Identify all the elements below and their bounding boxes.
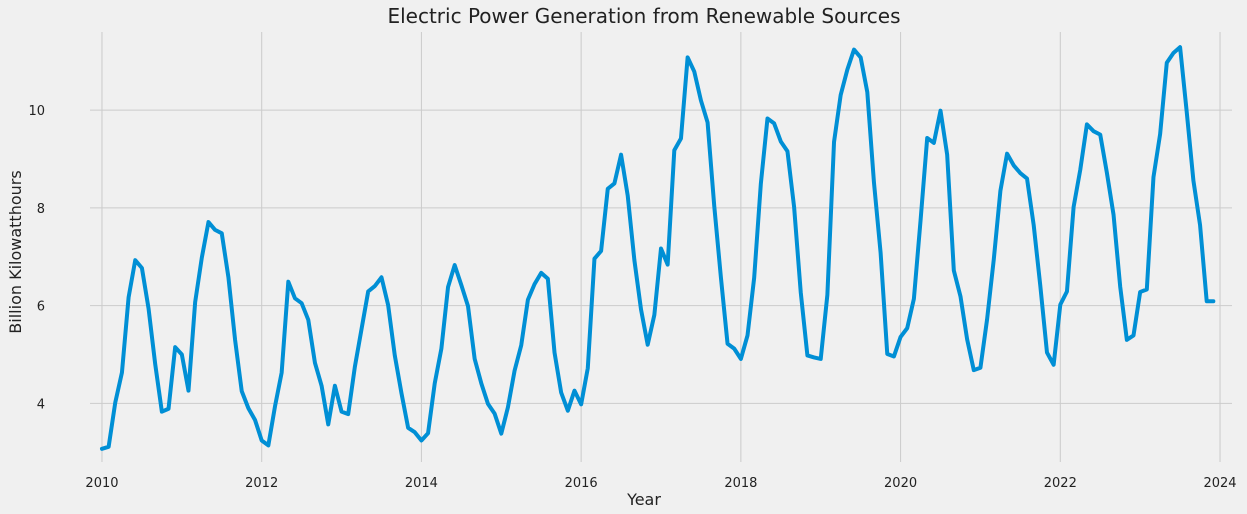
x-tick-label: 2012 <box>245 476 278 491</box>
chart-title: Electric Power Generation from Renewable… <box>387 4 900 28</box>
y-axis-ticks: 4 6 8 10 <box>28 104 45 412</box>
x-axis-label: Year <box>626 490 661 509</box>
x-tick-label: 2018 <box>724 476 757 491</box>
y-tick-label: 8 <box>37 202 45 217</box>
y-tick-label: 4 <box>37 397 45 412</box>
series-line <box>99 45 1216 451</box>
x-axis-ticks: 2010 2012 2014 2016 2018 2020 2022 2024 <box>85 476 1236 491</box>
y-tick-label: 10 <box>28 104 45 119</box>
x-tick-label: 2014 <box>405 476 438 491</box>
x-tick-label: 2020 <box>884 476 917 491</box>
x-tick-label: 2022 <box>1044 476 1077 491</box>
y-tick-label: 6 <box>37 300 45 315</box>
x-tick-label: 2016 <box>565 476 598 491</box>
y-axis-label: Billion Kilowatthours <box>6 170 25 333</box>
x-tick-label: 2024 <box>1203 476 1236 491</box>
series-layer <box>99 45 1216 451</box>
x-tick-label: 2010 <box>85 476 118 491</box>
